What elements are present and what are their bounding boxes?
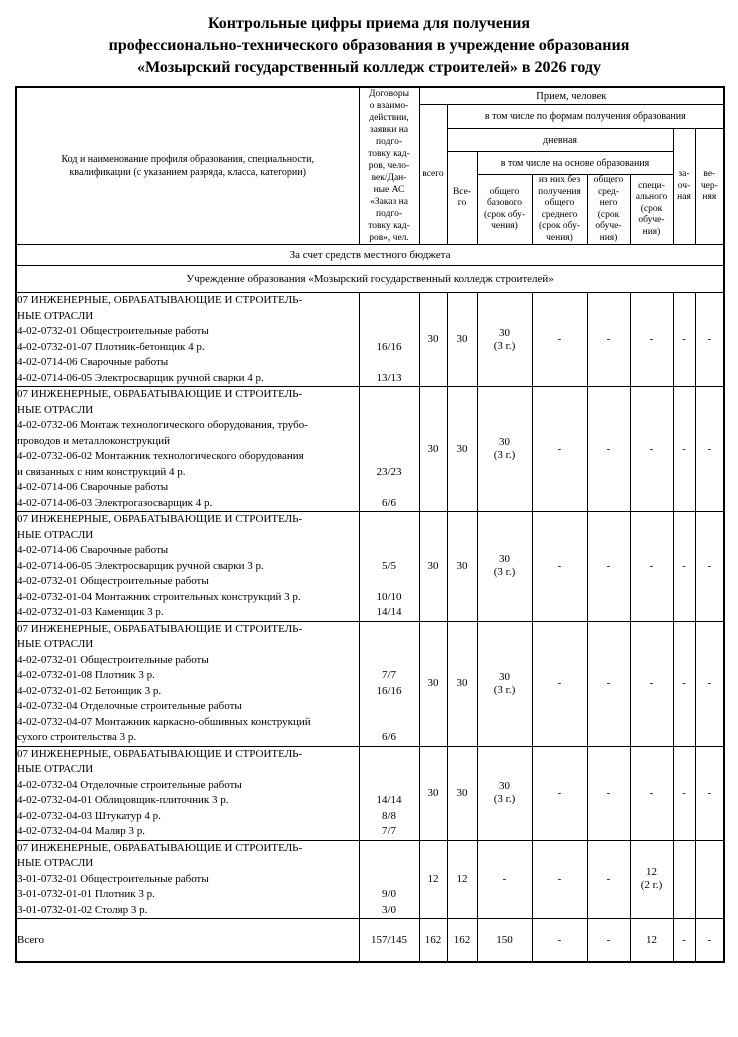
base-general-cell: 30 (3 г.) <box>476 620 533 747</box>
correspondence-cell: - <box>672 745 696 841</box>
header-secondary-general: общего сред- него (срок обуче- ния) <box>586 174 631 245</box>
base-general-cell: 30 (3 г.) <box>476 511 533 622</box>
correspondence-cell: - <box>672 292 696 387</box>
without-secondary-cell: - <box>531 745 588 841</box>
totals-contracts: 157/145 <box>358 918 420 963</box>
title-line-1: Контрольные цифры приема для получения <box>207 15 531 32</box>
base-general-cell: 30 (3 г.) <box>476 386 533 512</box>
evening-cell: - <box>694 386 725 512</box>
header-correspondence: за- оч- ная <box>672 128 696 245</box>
total-cell: 30 <box>418 511 448 622</box>
secondary-general-cell: - <box>586 745 631 841</box>
special-cell: - <box>629 511 674 622</box>
correspondence-cell: - <box>672 511 696 622</box>
day-total-cell: 30 <box>446 745 478 841</box>
table-row: 07 ИНЖЕНЕРНЫЕ, ОБРАБАТЫВАЮЩИЕ И СТРОИТЕЛ… <box>15 511 725 622</box>
correspondence-cell: - <box>672 620 696 747</box>
evening-cell: - <box>694 745 725 841</box>
header-evening: ве- чер- няя <box>694 128 725 245</box>
contracts-cell: 5/5 10/10 14/14 <box>358 511 420 622</box>
total-cell: 30 <box>418 745 448 841</box>
without-secondary-cell: - <box>531 839 588 919</box>
day-total-cell: 30 <box>446 620 478 747</box>
header-total: всего <box>418 104 448 245</box>
correspondence-cell: - <box>672 386 696 512</box>
header-contracts-column: Договоры о взаимо- действии, заявки на п… <box>358 86 420 245</box>
header-admission: Прием, человек <box>418 86 725 105</box>
document-title: Контрольные цифры приема для получения п… <box>10 13 728 79</box>
table-row: 07 ИНЖЕНЕРНЫЕ, ОБРАБАТЫВАЮЩИЕ И СТРОИТЕЛ… <box>15 292 725 387</box>
base-general-cell: - <box>476 839 533 919</box>
totals-row: Всего 157/145 162 162 150 - - 12 - - <box>15 918 725 963</box>
contracts-cell: 16/16 13/13 <box>358 292 420 387</box>
admission-figures-table: Код и наименование профиля образования, … <box>15 86 726 963</box>
profile-cell: 07 ИНЖЕНЕРНЫЕ, ОБРАБАТЫВАЮЩИЕ И СТРОИТЕЛ… <box>15 620 360 747</box>
header-base-general: общего базового (срок обу- чения) <box>476 174 533 245</box>
secondary-general-cell: - <box>586 511 631 622</box>
day-total-cell: 30 <box>446 292 478 387</box>
totals-special: 12 <box>629 918 674 963</box>
evening-cell: - <box>694 292 725 387</box>
without-secondary-cell: - <box>531 511 588 622</box>
profile-cell: 07 ИНЖЕНЕРНЫЕ, ОБРАБАТЫВАЮЩИЕ И СТРОИТЕЛ… <box>15 511 360 622</box>
profile-cell: 07 ИНЖЕНЕРНЫЕ, ОБРАБАТЫВАЮЩИЕ И СТРОИТЕЛ… <box>15 292 360 387</box>
profile-cell: 07 ИНЖЕНЕРНЫЕ, ОБРАБАТЫВАЮЩИЕ И СТРОИТЕЛ… <box>15 839 360 919</box>
evening-cell <box>694 839 725 919</box>
totals-correspondence: - <box>672 918 696 963</box>
total-cell: 30 <box>418 292 448 387</box>
header-day-form: дневная <box>446 128 674 152</box>
total-cell: 12 <box>418 839 448 919</box>
totals-base-general: 150 <box>476 918 533 963</box>
total-cell: 30 <box>418 386 448 512</box>
without-secondary-cell: - <box>531 292 588 387</box>
without-secondary-cell: - <box>531 620 588 747</box>
contracts-cell: 23/23 6/6 <box>358 386 420 512</box>
section-institution: Учреждение образования «Мозырский госуда… <box>15 265 725 293</box>
totals-label: Всего <box>15 918 360 963</box>
totals-total: 162 <box>418 918 448 963</box>
correspondence-cell <box>672 839 696 919</box>
base-general-cell: 30 (3 г.) <box>476 292 533 387</box>
header-special: специ- ального (срок обуче- ния) <box>629 174 674 245</box>
section-budget: За счет средств местного бюджета <box>15 244 725 266</box>
total-cell: 30 <box>418 620 448 747</box>
special-cell: - <box>629 620 674 747</box>
table-row: 07 ИНЖЕНЕРНЫЕ, ОБРАБАТЫВАЮЩИЕ И СТРОИТЕЛ… <box>15 620 725 747</box>
evening-cell: - <box>694 511 725 622</box>
title-line-3: «Мозырский государственный колледж строи… <box>136 59 602 76</box>
special-cell: - <box>629 386 674 512</box>
secondary-general-cell: - <box>586 620 631 747</box>
totals-secondary-general: - <box>586 918 631 963</box>
totals-day-total: 162 <box>446 918 478 963</box>
contracts-cell: 14/14 8/8 7/7 <box>358 745 420 841</box>
secondary-general-cell: - <box>586 839 631 919</box>
header-profile-column: Код и наименование профиля образования, … <box>15 86 360 245</box>
special-cell: 12 (2 г.) <box>629 839 674 919</box>
header-by-forms: в том числе по формам получения образова… <box>446 104 725 129</box>
header-by-education: в том числе на основе образования <box>476 151 674 175</box>
secondary-general-cell: - <box>586 292 631 387</box>
totals-without-secondary: - <box>531 918 588 963</box>
special-cell: - <box>629 745 674 841</box>
title-line-2: профессионально-технического образования… <box>108 37 630 54</box>
totals-evening: - <box>694 918 725 963</box>
header-without-secondary: из них без получения общего среднего (ср… <box>531 174 588 245</box>
table-row: 07 ИНЖЕНЕРНЫЕ, ОБРАБАТЫВАЮЩИЕ И СТРОИТЕЛ… <box>15 839 725 919</box>
table-row: 07 ИНЖЕНЕРНЫЕ, ОБРАБАТЫВАЮЩИЕ И СТРОИТЕЛ… <box>15 745 725 841</box>
day-total-cell: 30 <box>446 386 478 512</box>
evening-cell: - <box>694 620 725 747</box>
contracts-cell: 7/7 16/16 6/6 <box>358 620 420 747</box>
secondary-general-cell: - <box>586 386 631 512</box>
profile-cell: 07 ИНЖЕНЕРНЫЕ, ОБРАБАТЫВАЮЩИЕ И СТРОИТЕЛ… <box>15 386 360 512</box>
table-row: 07 ИНЖЕНЕРНЫЕ, ОБРАБАТЫВАЮЩИЕ И СТРОИТЕЛ… <box>15 386 725 512</box>
day-total-cell: 30 <box>446 511 478 622</box>
day-total-cell: 12 <box>446 839 478 919</box>
base-general-cell: 30 (3 г.) <box>476 745 533 841</box>
profile-cell: 07 ИНЖЕНЕРНЫЕ, ОБРАБАТЫВАЮЩИЕ И СТРОИТЕЛ… <box>15 745 360 841</box>
without-secondary-cell: - <box>531 386 588 512</box>
header-day-total: Все- го <box>446 151 478 245</box>
contracts-cell: 9/0 3/0 <box>358 839 420 919</box>
special-cell: - <box>629 292 674 387</box>
